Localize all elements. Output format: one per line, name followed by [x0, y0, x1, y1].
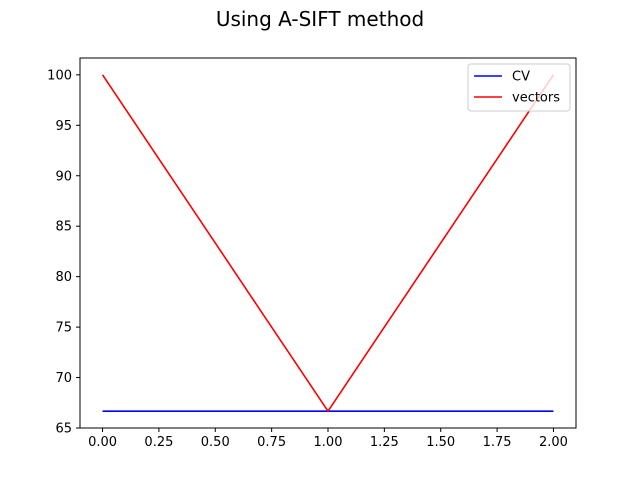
y-axis: 65 70 75 80 85 90 95 100 — [47, 68, 80, 437]
y-tick-label: 75 — [55, 321, 72, 336]
x-tick-label: 0.25 — [144, 435, 173, 450]
x-tick-label: 1.75 — [483, 435, 512, 450]
y-tick-label: 95 — [55, 119, 72, 134]
x-tick-label: 0.50 — [201, 435, 230, 450]
y-tick-label: 70 — [55, 371, 72, 386]
legend-label-vectors: vectors — [512, 91, 560, 106]
legend-label-cv: CV — [512, 70, 530, 85]
y-tick-label: 80 — [55, 270, 72, 285]
x-tick-label: 1.50 — [426, 435, 455, 450]
y-tick-label: 65 — [55, 422, 72, 437]
y-tick-label: 90 — [55, 169, 72, 184]
y-tick-label: 100 — [47, 68, 72, 83]
x-tick-label: 0.75 — [257, 435, 286, 450]
series-line-vectors — [101, 74, 555, 413]
x-tick-label: 1.00 — [314, 435, 343, 450]
x-axis: 0.00 0.25 0.50 0.75 1.00 1.25 1.50 1.75 2.00 — [88, 428, 568, 450]
series-lines — [101, 74, 555, 413]
y-tick-label: 85 — [55, 220, 72, 235]
plot-area-frame — [79, 57, 577, 429]
x-tick-label: 0.00 — [88, 435, 117, 450]
x-tick-label: 2.00 — [539, 435, 568, 450]
chart-title: Using A-SIFT method — [216, 7, 424, 31]
legend: CV vectors — [467, 63, 571, 112]
x-tick-label: 1.25 — [370, 435, 399, 450]
